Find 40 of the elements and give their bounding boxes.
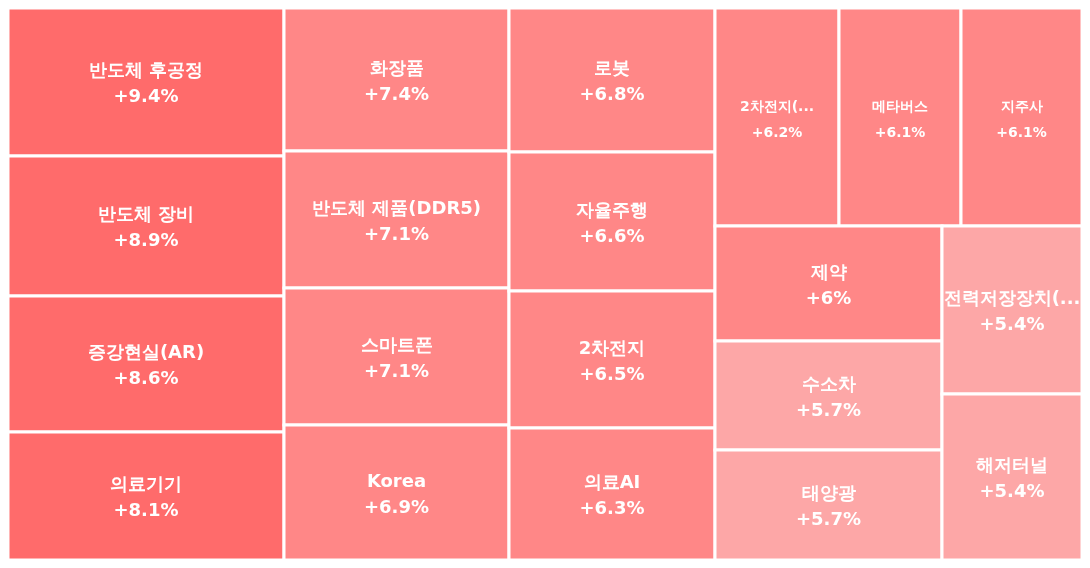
data-label: +5.4% — [979, 480, 1045, 501]
data-label: +5.7% — [795, 398, 862, 420]
data-label: +6.6% — [579, 224, 645, 246]
data-label: +6.8% — [579, 83, 645, 104]
category-label: 제약 — [809, 260, 847, 282]
data-label: +5.4% — [979, 313, 1045, 334]
category-label: 태양광 — [801, 482, 856, 503]
data-label: +9.4% — [113, 85, 179, 106]
data-label: +6.9% — [363, 495, 430, 517]
data-label: +8.9% — [113, 229, 179, 250]
category-label: 스마트폰 — [360, 333, 433, 355]
category-label: 수소차 — [801, 372, 856, 394]
data-label: +6.3% — [579, 497, 645, 518]
data-label: +7.1% — [363, 222, 430, 244]
data-label: +6.5% — [579, 362, 645, 384]
category-label: 해저터널 — [976, 454, 1048, 475]
data-label: +6% — [805, 286, 852, 308]
data-label: +6.1% — [874, 124, 926, 140]
category-label: 메타버스 — [872, 98, 928, 114]
data-label: +7.1% — [363, 359, 430, 381]
data-label: +6.1% — [996, 124, 1047, 140]
category-label: 2차전지(... — [739, 98, 815, 114]
data-label: +5.7% — [795, 508, 862, 529]
data-label: +8.6% — [113, 367, 179, 388]
category-label: 반도체 후공정 — [88, 59, 204, 80]
category-label: 반도체 장비 — [97, 203, 195, 224]
category-label: 화장품 — [369, 56, 424, 78]
category-label: 전력저장장치(... — [943, 287, 1081, 308]
category-label: 지주사 — [1000, 98, 1043, 114]
data-label: +6.2% — [751, 124, 803, 140]
data-label: +7.4% — [363, 82, 430, 104]
category-label: 의료기기 — [110, 473, 182, 494]
data-label: +8.1% — [113, 499, 179, 520]
category-label: Korea — [366, 469, 427, 491]
category-label: 증강현실(AR) — [87, 341, 205, 362]
category-label: 자율주행 — [576, 198, 648, 220]
category-label: 의료AI — [583, 471, 641, 492]
category-label: 로봇 — [594, 57, 630, 78]
category-label: 2차전지 — [578, 336, 646, 358]
category-label: 반도체 제품(DDR5) — [312, 196, 481, 218]
